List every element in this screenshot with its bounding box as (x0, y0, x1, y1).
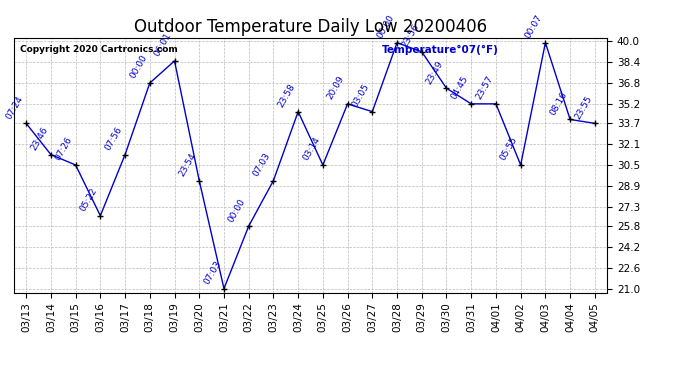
Text: 07:56: 07:56 (103, 125, 124, 152)
Text: 07:26: 07:26 (54, 136, 75, 162)
Text: 08:16: 08:16 (548, 90, 569, 117)
Text: Copyright 2020 Cartronics.com: Copyright 2020 Cartronics.com (20, 45, 177, 54)
Text: 23:55: 23:55 (573, 94, 593, 121)
Text: 07:03: 07:03 (202, 259, 223, 286)
Text: 07:03: 07:03 (251, 151, 272, 178)
Text: 23:49: 23:49 (424, 59, 445, 86)
Text: 04:45: 04:45 (449, 75, 470, 101)
Text: 03:14: 03:14 (301, 136, 322, 162)
Text: 20:09: 20:09 (326, 75, 346, 101)
Text: 05:55: 05:55 (499, 135, 520, 162)
Title: Outdoor Temperature Daily Low 20200406: Outdoor Temperature Daily Low 20200406 (134, 18, 487, 36)
Text: 03:05: 03:05 (351, 82, 371, 109)
Text: 06:01: 06:01 (152, 32, 173, 58)
Text: 00:00: 00:00 (375, 13, 396, 40)
Text: 00:00: 00:00 (227, 196, 248, 223)
Text: 23:54: 23:54 (177, 152, 198, 178)
Text: Temperature°07(°F): Temperature°07(°F) (382, 45, 499, 55)
Text: 00:07: 00:07 (524, 13, 544, 40)
Text: 00:00: 00:00 (128, 54, 148, 80)
Text: 23:57: 23:57 (474, 75, 495, 101)
Text: 23:56: 23:56 (400, 22, 420, 49)
Text: 07:24: 07:24 (4, 94, 25, 121)
Text: 23:46: 23:46 (29, 125, 50, 152)
Text: 23:58: 23:58 (276, 82, 297, 109)
Text: 05:22: 05:22 (79, 186, 99, 213)
